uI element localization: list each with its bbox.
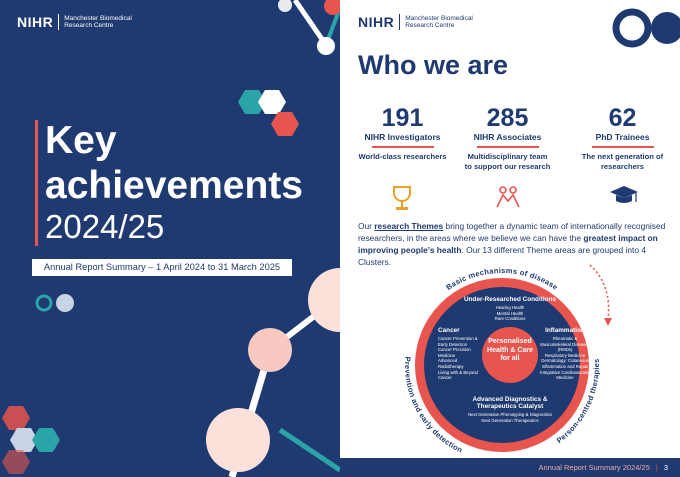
hexagon [10,428,38,452]
intro-emphasis: greatest impact on improving people’s he… [358,233,658,255]
stat-label: NIHR Investigators [364,132,441,142]
cluster: Under-Researched Conditions Hearing Healt… [460,296,560,322]
team-icon [496,186,520,208]
heading: Who we are [358,50,509,80]
theme: Living with & Beyond Cancer [438,369,478,381]
stat: 191 NIHR Investigators World-class researc… [350,104,455,162]
content-page: Basic mechanisms of disease Prevention an… [340,0,680,477]
accent-bar [35,120,38,246]
intro-text: bring together a dynamic team of interna… [358,221,666,243]
logo-org-line: Research Centre [405,22,455,29]
logo: NIHR Manchester Biomedical Research Centr… [17,14,132,30]
trophy-icon [393,186,411,210]
logo-org-line: Manchester Biomedical [64,14,132,22]
ring [35,294,53,312]
stat-label: PhD Trainees [595,132,650,142]
stat-underline [591,146,654,148]
stat-underline [371,146,434,148]
theme: Next Generation Phenotyping & Diagnostic… [468,412,552,417]
molecule-node [324,0,340,15]
cover-title: Key achievements [45,118,303,208]
molecule-line [278,427,340,473]
theme: Respiratory Medicine [544,352,586,358]
intro-text: . Our 13 different Theme areas are group… [358,245,646,267]
logo-divider [399,14,401,30]
cluster-name: Inflammation [545,327,585,334]
hexagon [271,112,299,136]
stat-underline [476,146,539,148]
logo: NIHR Manchester Biomedical Research Centr… [358,14,473,30]
molecule-node [206,408,270,472]
title-line: achievements [45,164,303,207]
hexagon [32,428,60,452]
logo-brand: NIHR [17,14,54,30]
stat-number: 285 [486,104,529,132]
page-number: 3 [663,463,668,472]
theme: Advanced Radiotherapy [438,358,464,369]
stat-description: Multidisciplinary team to support our re… [464,151,551,171]
graduation-icon [610,186,638,203]
molecule-line [292,0,329,47]
theme: Rare Conditions [494,316,526,322]
theme: Integrative Cardiovascular Medicine [540,369,590,381]
cluster-name: Cancer [438,327,460,334]
footer-text: Annual Report Summary 2024/25 [538,463,650,472]
intro-text: Our [358,221,375,231]
footer-bar [340,458,680,477]
intro-paragraph: Our research Themes bring together a dyn… [358,220,674,268]
stat-description: World-class researchers [358,151,447,161]
theme: Dermatology: Cutaneous Inflammation and … [541,358,589,369]
stat-number: 191 [381,104,424,132]
stat: 62 PhD Trainees The next generation of res… [570,104,675,172]
stat-label: NIHR Associates [473,132,542,142]
center-label: Personalised Health & Care for all [487,338,533,362]
connector-arrow [589,264,610,321]
hexagon [2,406,30,430]
hexagon [258,90,286,114]
intro-link[interactable]: research Themes [374,221,444,231]
logo-org-line: Manchester Biomedical [405,14,473,22]
title-line: Key [45,119,117,162]
theme: Hearing Health [495,305,525,310]
molecule-node [317,37,335,55]
molecule-node [278,0,292,12]
logo-brand: NIHR [358,14,395,30]
theme: Cancer Precision Medicine [438,347,471,358]
cover-subtitle: Annual Report Summary – 1 April 2024 to … [32,259,292,276]
logo-org: Manchester Biomedical Research Centre [405,15,473,30]
theme: Rheumatic & Musculoskeletal Diseases (RM… [540,336,590,353]
footer-divider: | [655,463,658,472]
hexagon [2,450,30,474]
center-circle [482,327,538,383]
cluster: Advanced Diagnostics & Therapeutics Cata… [468,396,552,423]
cover-page: NIHR Manchester Biomedical Research Centr… [0,0,340,477]
logo-org-line: Research Centre [64,22,114,29]
stat-number: 62 [608,104,637,132]
cluster-name: Advanced Diagnostics & Therapeutics Cata… [472,396,548,410]
molecule-node [308,268,340,332]
theme: Cancer Prevention & Early Detection [438,336,478,347]
stat-description: The next generation of researchers [581,151,664,171]
cluster: Cancer Cancer Prevention & Early Detectio… [438,327,480,381]
cluster-name: Under-Researched Conditions [464,296,556,303]
ring [56,294,74,312]
logo-divider [58,14,60,30]
theme: Mental Health [496,310,524,316]
arrow-head [604,318,612,326]
footer: Annual Report Summary 2024/25 | 3 [539,458,668,477]
deco-circle [651,12,680,44]
cluster: Inflammation Rheumatic & Musculoskeletal … [540,327,590,381]
hexagon [238,90,266,114]
stat: 285 NIHR Associates Multidisciplinary team… [455,104,560,172]
molecule-node [248,328,292,372]
cover-year: 2024/25 [45,208,165,245]
theme: Next Generation Therapeutics [481,417,539,423]
cover-decoration [2,0,340,477]
logo-org: Manchester Biomedical Research Centre [64,15,132,30]
deco-circle [612,8,652,48]
